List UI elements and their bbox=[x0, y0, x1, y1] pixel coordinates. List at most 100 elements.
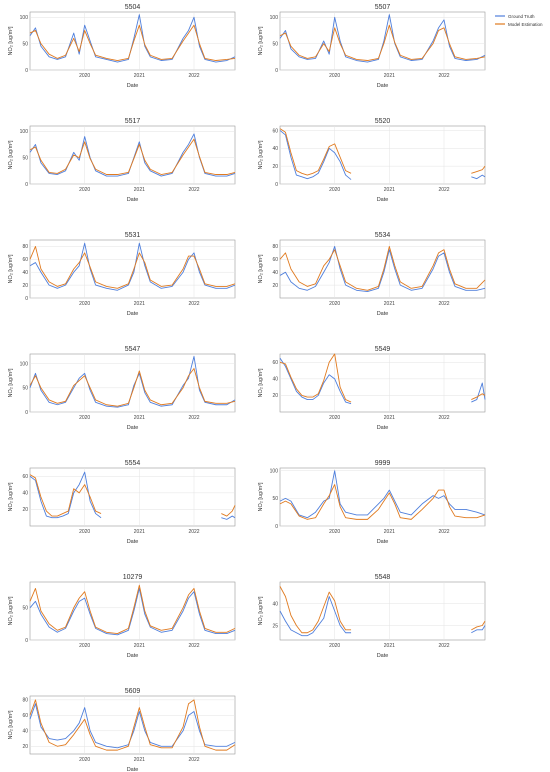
y-tick-label: 100 bbox=[270, 15, 279, 21]
x-tick-label: 2021 bbox=[384, 643, 395, 649]
series-line-model-estimation bbox=[29, 245, 236, 289]
y-tick-label: 40 bbox=[22, 491, 28, 497]
plot-frame bbox=[279, 239, 486, 299]
y-tick-label: 100 bbox=[20, 361, 29, 367]
x-tick-label: 2022 bbox=[438, 187, 449, 193]
y-tick-label: 100 bbox=[20, 129, 29, 135]
plot-frame bbox=[279, 353, 486, 413]
x-tick-label: 2022 bbox=[188, 187, 199, 193]
chart-title: 5517 bbox=[125, 118, 141, 125]
y-tick-label: 60 bbox=[22, 474, 28, 480]
y-axis-label: NO₂ [ug/m³] bbox=[8, 368, 14, 398]
chart-panel-10279: 10279 0 50 2020 2021 2022 Date NO₂ [ug/m³] bbox=[8, 574, 236, 659]
series-line-ground-truth bbox=[279, 245, 486, 293]
x-tick-label: 2020 bbox=[329, 73, 340, 79]
y-tick-label: 80 bbox=[22, 244, 28, 250]
chart-panel-5507: 5507 0 50 100 2020 2021 2022 Date NO₂ [ug/m³] bbox=[258, 4, 486, 89]
plot-frame bbox=[279, 11, 486, 71]
chart-title: 9999 bbox=[375, 460, 391, 467]
series-line-ground-truth bbox=[29, 471, 236, 520]
y-tick-label: 0 bbox=[25, 296, 28, 302]
chart-panel-5520: 5520 0 20 40 60 2020 2021 2022 Date NO₂ [ug/m³] bbox=[258, 118, 486, 203]
x-tick-label: 2022 bbox=[188, 529, 199, 535]
chart-panel-5548: 5548 25 40 2020 2021 2022 Date NO₂ [ug/m³] bbox=[258, 574, 486, 659]
series-line-model-estimation bbox=[29, 368, 236, 407]
series-line-model-estimation bbox=[279, 24, 486, 61]
chart-panel-5504: 5504 0 50 100 2020 2021 2022 Date NO₂ [ug/m³] bbox=[8, 4, 236, 89]
chart-panel-5609: 5609 20 40 60 80 2020 2021 2022 Date NO₂ [ug/m³] bbox=[8, 688, 236, 772]
x-tick-label: 2020 bbox=[79, 757, 90, 763]
x-tick-label: 2021 bbox=[134, 187, 145, 193]
chart-panel-9999: 9999 0 50 100 2020 2021 2022 Date NO₂ [ug/m³] bbox=[258, 460, 486, 545]
series-line-model-estimation bbox=[29, 24, 236, 61]
y-tick-label: 50 bbox=[22, 41, 28, 47]
x-axis-label: Date bbox=[377, 311, 389, 317]
series-line-model-estimation bbox=[279, 353, 486, 403]
y-tick-label: 0 bbox=[275, 524, 278, 530]
y-tick-label: 0 bbox=[275, 68, 278, 74]
x-tick-label: 2021 bbox=[384, 73, 395, 79]
y-axis-label: NO₂ [ug/m³] bbox=[258, 254, 264, 284]
y-tick-label: 60 bbox=[22, 257, 28, 263]
chart-panel-5547: 5547 0 50 100 2020 2021 2022 Date NO₂ [ug/m³] bbox=[8, 346, 236, 431]
legend: Ground Truth Model Estimation bbox=[495, 14, 543, 27]
series-line-model-estimation bbox=[29, 474, 236, 517]
y-tick-label: 20 bbox=[272, 283, 278, 289]
y-tick-label: 40 bbox=[272, 146, 278, 152]
plot-frame bbox=[279, 467, 486, 527]
x-axis-label: Date bbox=[127, 197, 139, 203]
y-tick-label: 0 bbox=[25, 410, 28, 416]
x-tick-label: 2020 bbox=[79, 187, 90, 193]
chart-panel-5531: 5531 0 20 40 60 80 2020 2021 2022 Date NO₂ [ug/m³] bbox=[8, 232, 236, 317]
y-axis-label: NO₂ [ug/m³] bbox=[8, 254, 14, 284]
y-axis-label: NO₂ [ug/m³] bbox=[258, 26, 264, 56]
y-tick-label: 50 bbox=[272, 496, 278, 502]
y-axis-label: NO₂ [ug/m³] bbox=[8, 596, 14, 626]
chart-title: 5554 bbox=[125, 460, 141, 467]
x-tick-label: 2022 bbox=[438, 301, 449, 307]
x-tick-label: 2021 bbox=[134, 529, 145, 535]
x-tick-label: 2021 bbox=[384, 187, 395, 193]
chart-title: 5520 bbox=[375, 118, 391, 125]
y-tick-label: 0 bbox=[25, 68, 28, 74]
x-tick-label: 2020 bbox=[79, 529, 90, 535]
y-tick-label: 0 bbox=[25, 638, 28, 644]
chart-panel-5534: 5534 20 40 60 80 2020 2021 2022 Date NO₂ [ug/m³] bbox=[258, 232, 486, 317]
series-line-ground-truth bbox=[279, 130, 486, 180]
y-tick-label: 20 bbox=[272, 164, 278, 170]
y-tick-label: 80 bbox=[272, 244, 278, 250]
y-tick-label: 50 bbox=[22, 386, 28, 392]
x-tick-label: 2021 bbox=[384, 301, 395, 307]
x-tick-label: 2022 bbox=[438, 73, 449, 79]
y-tick-label: 20 bbox=[22, 283, 28, 289]
chart-title: 10279 bbox=[123, 574, 143, 581]
x-tick-label: 2020 bbox=[329, 643, 340, 649]
x-axis-label: Date bbox=[377, 425, 389, 431]
y-tick-label: 50 bbox=[272, 41, 278, 47]
y-tick-label: 60 bbox=[272, 257, 278, 263]
x-tick-label: 2021 bbox=[134, 73, 145, 79]
chart-title: 5534 bbox=[375, 232, 391, 239]
y-tick-label: 80 bbox=[22, 698, 28, 704]
y-axis-label: NO₂ [ug/m³] bbox=[258, 140, 264, 170]
x-axis-label: Date bbox=[127, 311, 139, 317]
series-line-ground-truth bbox=[29, 587, 236, 636]
y-axis-label: NO₂ [ug/m³] bbox=[258, 368, 264, 398]
chart-title: 5609 bbox=[125, 688, 141, 695]
x-tick-label: 2020 bbox=[329, 301, 340, 307]
y-tick-label: 60 bbox=[22, 713, 28, 719]
y-axis-label: NO₂ [ug/m³] bbox=[8, 710, 14, 740]
chart-title: 5549 bbox=[375, 346, 391, 353]
x-axis-label: Date bbox=[377, 197, 389, 203]
x-axis-label: Date bbox=[127, 653, 139, 659]
y-tick-label: 100 bbox=[270, 469, 279, 475]
x-axis-label: Date bbox=[377, 653, 389, 659]
chart-panel-5517: 5517 0 50 100 2020 2021 2022 Date NO₂ [ug/m³] bbox=[8, 118, 236, 203]
y-tick-label: 20 bbox=[272, 393, 278, 399]
y-tick-label: 50 bbox=[22, 155, 28, 161]
x-axis-label: Date bbox=[127, 767, 139, 772]
legend-label-ground-truth: Ground Truth bbox=[508, 14, 535, 19]
x-tick-label: 2022 bbox=[438, 415, 449, 421]
